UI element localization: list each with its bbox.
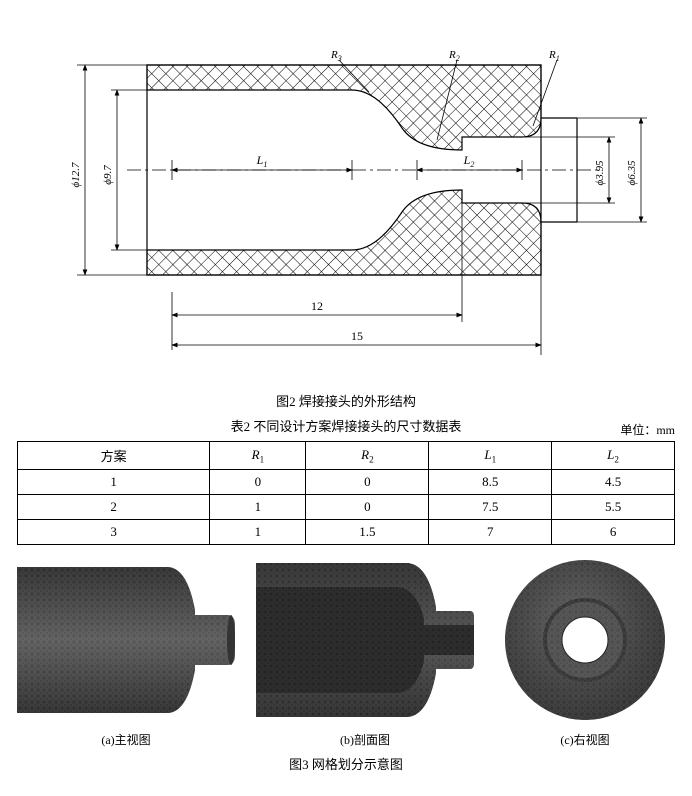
table-cell: 2 (18, 495, 210, 520)
table-cell: 1 (210, 495, 306, 520)
table-header-row: 方案 R1 R2 L1 L2 (18, 442, 675, 470)
mesh-panel-b: (b)剖面图 (256, 555, 474, 748)
dim-outer-left: ϕ12.7 (70, 162, 82, 187)
th-r2: R2 (306, 442, 429, 470)
welded-joint-diagram: ϕ12.7 ϕ9.7 ϕ3.95 ϕ6.35 L1 L2 R3 R2 R1 12 (17, 10, 675, 380)
table-cell: 5.5 (552, 495, 675, 520)
table-cell: 1 (210, 520, 306, 545)
dim-outer-right: ϕ6.35 (626, 160, 638, 185)
dim-inner-left: ϕ9.7 (102, 165, 114, 185)
table-cell: 4.5 (552, 470, 675, 495)
mesh-subcaption-a: (a)主视图 (17, 731, 235, 748)
table-2: 单位：mm 方案 R1 R2 L1 L2 1008.54.52107.55.53… (17, 441, 675, 545)
table-cell: 0 (306, 495, 429, 520)
table-2-unit: 单位：mm (620, 421, 675, 438)
th-l1: L1 (429, 442, 552, 470)
dim-r3: R3 (330, 49, 342, 63)
table-2-caption: 表2 不同设计方案焊接接头的尺寸数据表 (10, 416, 682, 435)
table-cell: 8.5 (429, 470, 552, 495)
mesh-right-view (495, 555, 675, 725)
dim-r2: R2 (448, 49, 460, 63)
figure-3: (a)主视图 (b)剖面图 (17, 555, 675, 748)
table-row: 311.576 (18, 520, 675, 545)
table-cell: 7 (429, 520, 552, 545)
table-2-grid: 方案 R1 R2 L1 L2 1008.54.52107.55.5311.576 (17, 441, 675, 545)
mesh-subcaption-b: (b)剖面图 (256, 731, 474, 748)
table-row: 2107.55.5 (18, 495, 675, 520)
table-cell: 3 (18, 520, 210, 545)
th-scheme: 方案 (18, 442, 210, 470)
mesh-panel-c: (c)右视图 (495, 555, 675, 748)
figure-2-caption: 图2 焊接接头的外形结构 (10, 391, 682, 410)
table-cell: 1.5 (306, 520, 429, 545)
dim-inner-right: ϕ3.95 (594, 160, 606, 185)
table-cell: 7.5 (429, 495, 552, 520)
dim-15: 15 (351, 329, 363, 343)
table-cell: 1 (18, 470, 210, 495)
table-cell: 6 (552, 520, 675, 545)
table-row: 1008.54.5 (18, 470, 675, 495)
mesh-section-view (256, 555, 474, 725)
mesh-front-view (17, 555, 235, 725)
figure-2: ϕ12.7 ϕ9.7 ϕ3.95 ϕ6.35 L1 L2 R3 R2 R1 12 (10, 10, 682, 410)
table-cell: 0 (306, 470, 429, 495)
th-r1: R1 (210, 442, 306, 470)
dim-r1: R1 (548, 49, 560, 63)
dim-12: 12 (311, 299, 323, 313)
mesh-subcaption-c: (c)右视图 (495, 731, 675, 748)
th-l2: L2 (552, 442, 675, 470)
dim-l1: L1 (256, 153, 268, 169)
figure-3-caption: 图3 网格划分示意图 (10, 754, 682, 773)
table-cell: 0 (210, 470, 306, 495)
dim-l2: L2 (463, 153, 475, 169)
mesh-panel-a: (a)主视图 (17, 555, 235, 748)
